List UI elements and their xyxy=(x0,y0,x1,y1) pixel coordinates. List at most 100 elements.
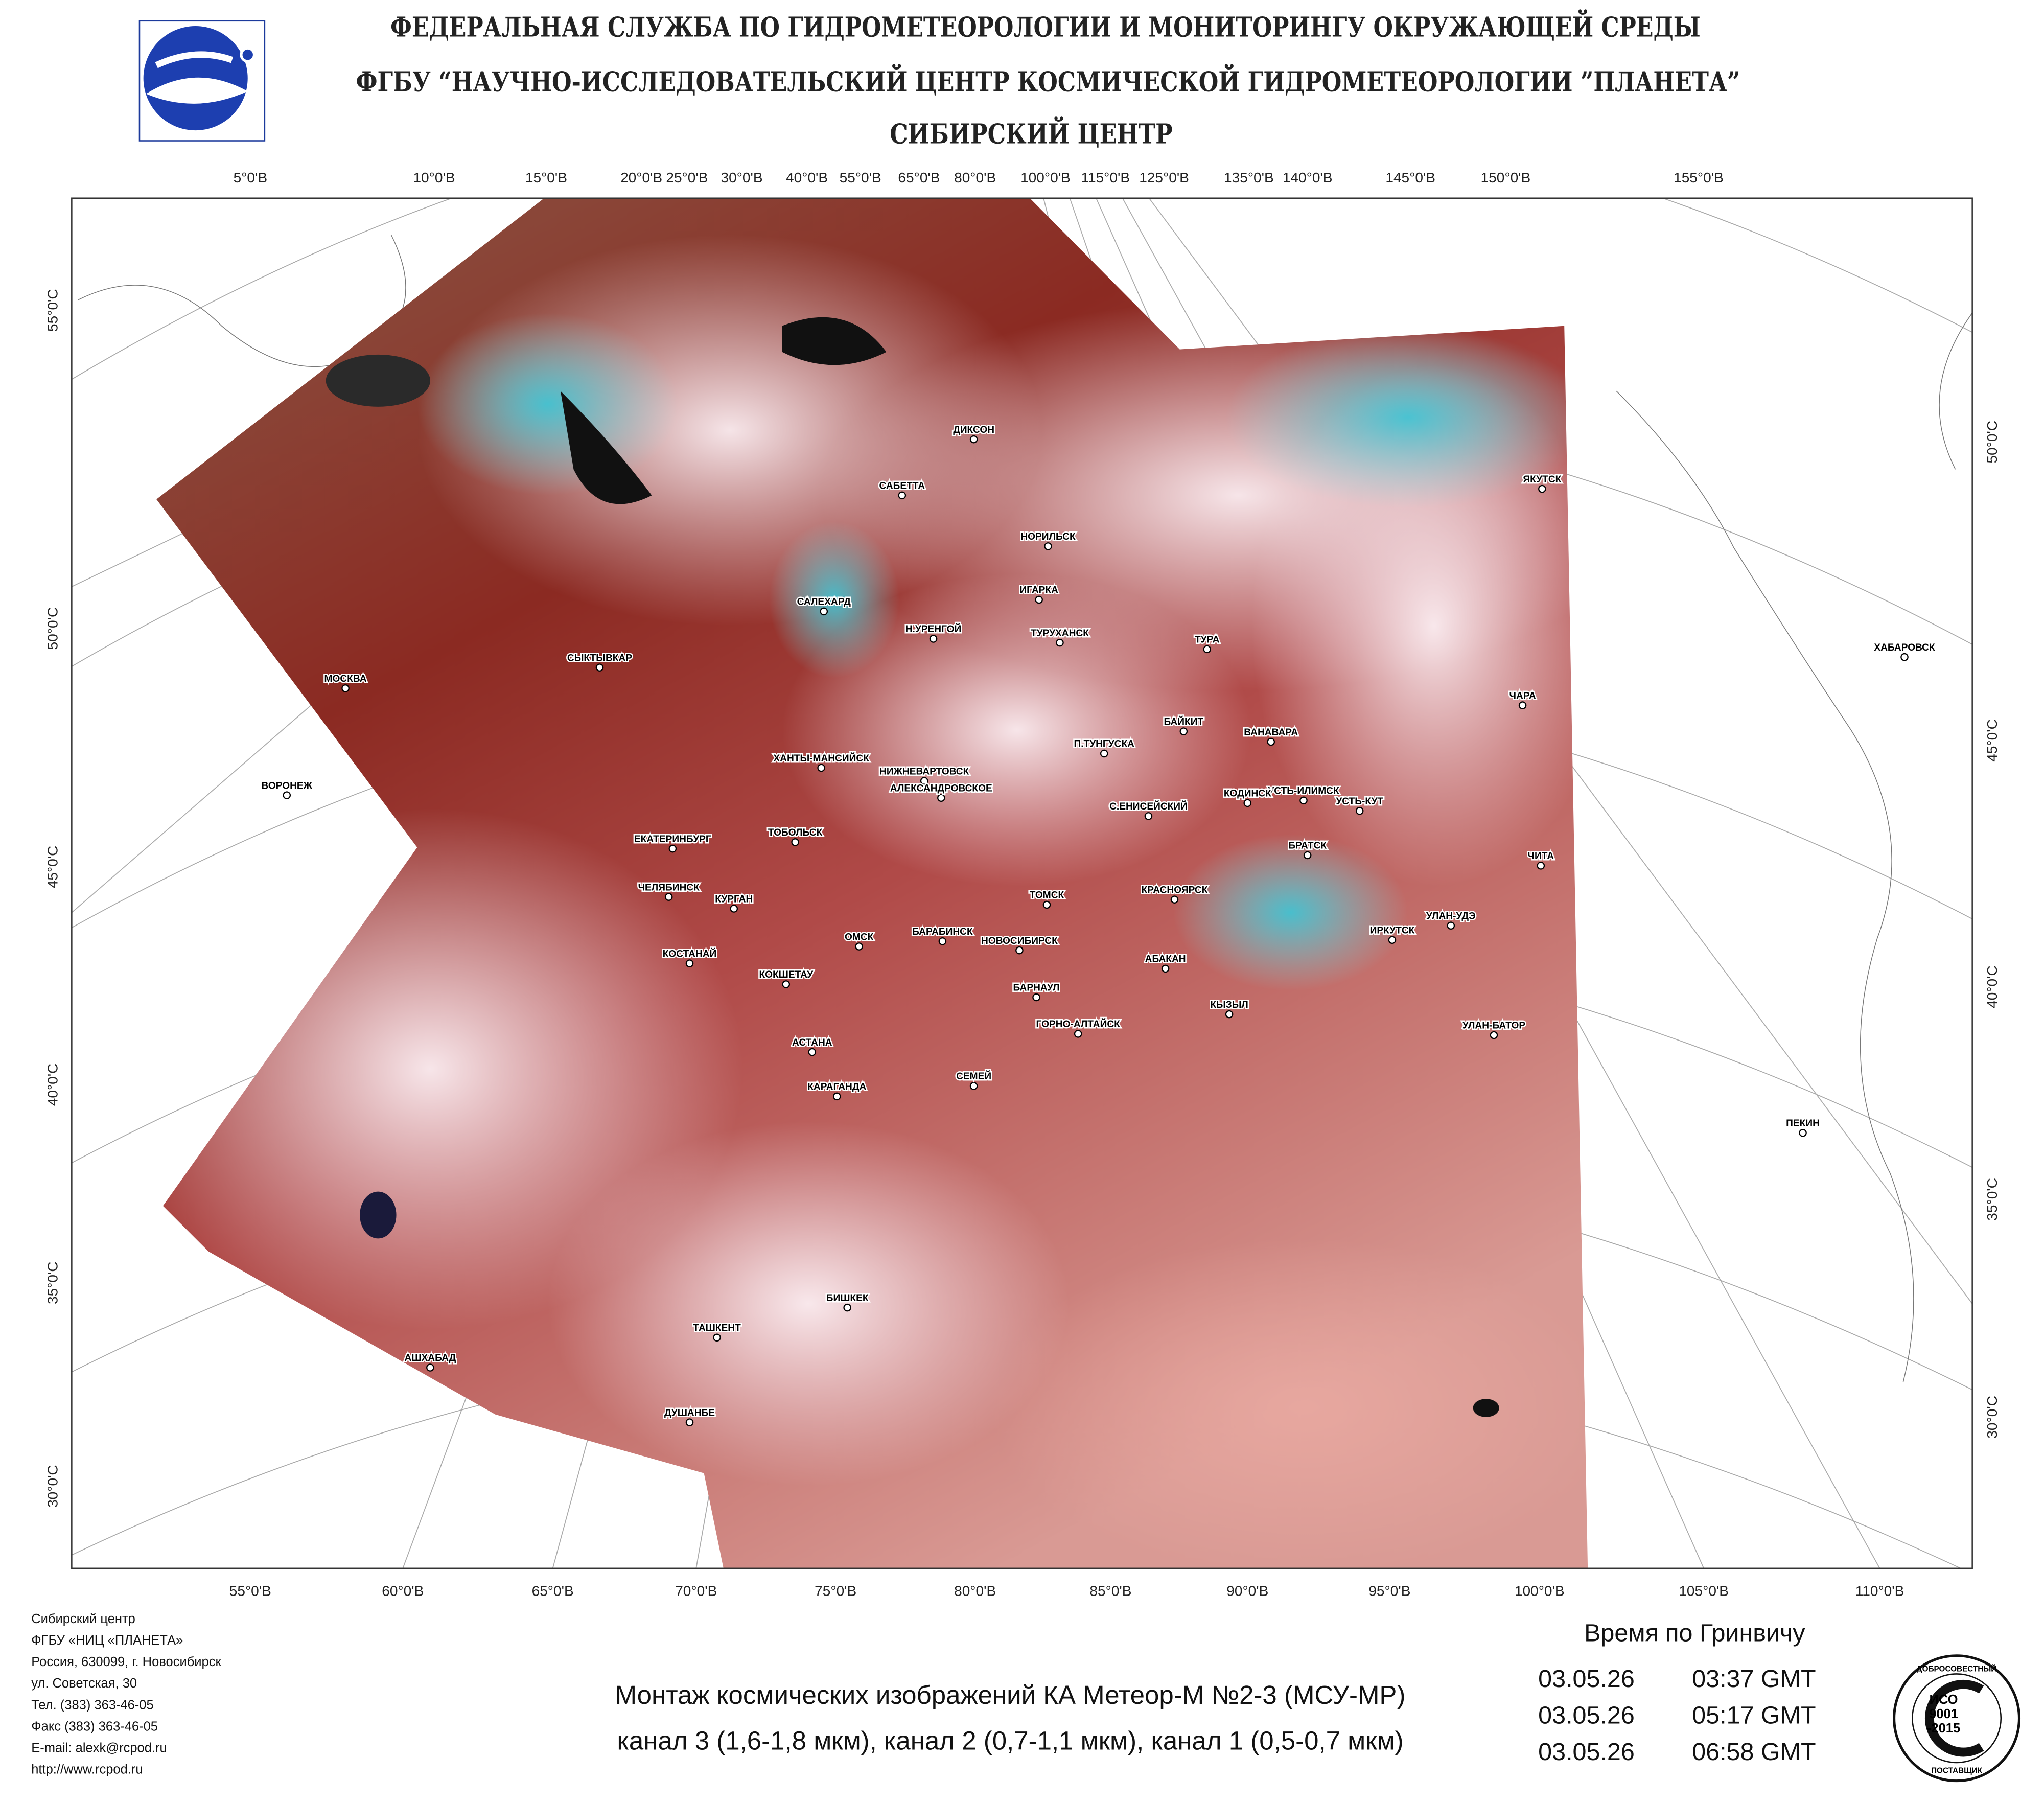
city-label: КОДИНСК xyxy=(1224,789,1271,799)
city-label: ЯКУТСК xyxy=(1523,474,1561,485)
city-label: ПЕКИН xyxy=(1786,1118,1820,1129)
city-label: ДИКСОН xyxy=(953,425,994,435)
city-marker xyxy=(969,1082,978,1090)
time-cell: 03.05.26 xyxy=(1538,1738,1635,1766)
latitude-label: 35°0'С xyxy=(1984,1178,2000,1221)
city-marker xyxy=(1267,737,1275,746)
caption-line: канал 3 (1,6-1,8 мкм), канал 2 (0,7-1,1 … xyxy=(617,1726,1403,1755)
city-marker xyxy=(1447,921,1455,930)
city-label: БАЙКИТ xyxy=(1164,716,1203,727)
city-marker xyxy=(426,1363,434,1372)
map-body: ДИКСОН САБЕТТА НОРИЛЬСК ЯКУТСК ИГАРКА САЛЕХАР… xyxy=(72,198,1972,1568)
time-cell: 03:37 GMT xyxy=(1692,1665,1816,1693)
city-marker xyxy=(1074,1030,1082,1038)
city-marker xyxy=(1225,1010,1234,1019)
city-label: ИГАРКА xyxy=(1019,585,1058,596)
graticule-labels: 5°0'В 10°0'В 15°0'В 20°0'В 25°0'В 30°0'В 40°0'… xyxy=(44,170,2000,1599)
caption-line: Монтаж космических изображений КА Метеор… xyxy=(615,1680,1406,1709)
city-label: ОМСК xyxy=(845,932,874,942)
address-line: Тел. (383) 363-46-05 xyxy=(31,1698,153,1712)
city-label: ТАШКЕНТ xyxy=(693,1323,741,1334)
city-label: БАРНАУЛ xyxy=(1013,983,1060,993)
city-marker xyxy=(898,491,907,500)
city-label: УЛАН-УДЭ xyxy=(1426,911,1476,921)
longitude-label: 135°0'В xyxy=(1224,170,1274,186)
city-marker xyxy=(685,959,694,967)
longitude-label: 100°0'В xyxy=(1515,1583,1565,1599)
cities: ДИКСОН САБЕТТА НОРИЛЬСК ЯКУТСК ИГАРКА САЛЕХАР… xyxy=(260,423,1937,1426)
longitude-label: 55°0'В xyxy=(229,1583,271,1599)
city-label: ЧЕЛЯБИНСК xyxy=(638,882,700,893)
latitude-label: 45°0'С xyxy=(44,846,60,889)
longitude-label: 95°0'В xyxy=(1368,1583,1410,1599)
city-label: УСТЬ-КУТ xyxy=(1336,796,1383,807)
city-label: ТОМСК xyxy=(1030,890,1064,901)
latitude-label: 50°0'С xyxy=(1984,421,2000,464)
city-marker xyxy=(1015,946,1024,955)
longitude-label: 115°0'В xyxy=(1081,170,1130,186)
city-marker xyxy=(1044,542,1052,550)
city-label: ТУРУХАНСК xyxy=(1031,628,1089,639)
latitude-label: 35°0'С xyxy=(44,1261,60,1304)
city-marker xyxy=(1538,484,1546,493)
coastlines xyxy=(78,234,1972,1382)
latitude-label: 50°0'С xyxy=(44,607,60,650)
longitude-label: 10°0'В xyxy=(413,170,455,186)
city-marker xyxy=(1032,993,1040,1002)
city-label: КОКШЕТАУ xyxy=(759,969,814,980)
city-marker xyxy=(668,844,677,853)
city-label: УСТЬ-ИЛИМСК xyxy=(1268,786,1339,797)
city-label: АБАКАН xyxy=(1145,954,1186,965)
city-marker xyxy=(1243,799,1252,807)
city-marker xyxy=(1203,645,1212,654)
time-title: Время по Гринвичу xyxy=(1584,1620,1805,1647)
city-label: АШХАБАД xyxy=(404,1353,456,1363)
longitude-label: 100°0'В xyxy=(1020,170,1071,186)
address-line: ФГБУ «НИЦ «ПЛАНЕТА» xyxy=(31,1633,183,1648)
longitude-label: 80°0'В xyxy=(954,1583,996,1599)
city-marker xyxy=(713,1333,721,1342)
satellite-imagery xyxy=(156,198,1588,1568)
city-marker xyxy=(664,893,673,901)
longitude-label: 5°0'В xyxy=(234,170,267,186)
city-label: ХАБАРОВСК xyxy=(1874,642,1935,653)
city-label: ВОРОНЕЖ xyxy=(262,780,313,791)
iso-top: ДОБРОСОВЕСТНЫЙ xyxy=(1917,1664,1997,1673)
city-marker xyxy=(1388,936,1397,944)
longitude-label: 20°0'В xyxy=(620,170,662,186)
city-label: САБЕТТА xyxy=(879,481,925,492)
longitude-label: 105°0'В xyxy=(1679,1583,1729,1599)
footer: Сибирский центр ФГБУ «НИЦ «ПЛАНЕТА» Россия… xyxy=(31,1612,1996,1777)
city-label: Н.УРЕНГОЙ xyxy=(905,623,962,635)
city-marker xyxy=(1144,812,1153,820)
city-label: САЛЕХАРД xyxy=(797,597,851,608)
header-line: ФЕДЕРАЛЬНАЯ СЛУЖБА ПО ГИДРОМЕТЕОРОЛОГИИ … xyxy=(390,8,1701,43)
city-marker xyxy=(1179,727,1188,735)
city-label: НОРИЛЬСК xyxy=(1020,531,1076,542)
longitude-label: 60°0'В xyxy=(382,1583,424,1599)
longitude-label: 90°0'В xyxy=(1226,1583,1268,1599)
city-label: КУРГАН xyxy=(715,894,753,905)
city-marker xyxy=(782,980,791,988)
city-marker xyxy=(730,905,738,913)
city-label: НОВОСИБИРСК xyxy=(981,936,1058,946)
city-marker xyxy=(1161,964,1170,973)
longitude-label: 65°0'В xyxy=(898,170,940,186)
city-label: ХАНТЫ-МАНСИЙСК xyxy=(773,753,869,764)
city-marker xyxy=(1170,895,1179,904)
longitude-label: 140°0'В xyxy=(1283,170,1333,186)
latitude-label: 30°0'С xyxy=(44,1465,60,1508)
city-marker xyxy=(1299,796,1308,805)
city-label: ТОБОЛЬСК xyxy=(768,827,823,838)
city-marker xyxy=(1042,900,1051,909)
iso-line: ИСО xyxy=(1930,1693,1958,1707)
time-cell: 03.05.26 xyxy=(1538,1665,1635,1693)
city-marker xyxy=(820,607,828,616)
city-marker xyxy=(843,1303,851,1312)
city-label: БРАТСК xyxy=(1288,841,1327,851)
city-label: С.ЕНИСЕЙСКИЙ xyxy=(1109,801,1188,812)
city-marker xyxy=(817,764,825,772)
city-label: П.ТУНГУСКА xyxy=(1074,739,1134,750)
city-marker xyxy=(1518,701,1527,709)
